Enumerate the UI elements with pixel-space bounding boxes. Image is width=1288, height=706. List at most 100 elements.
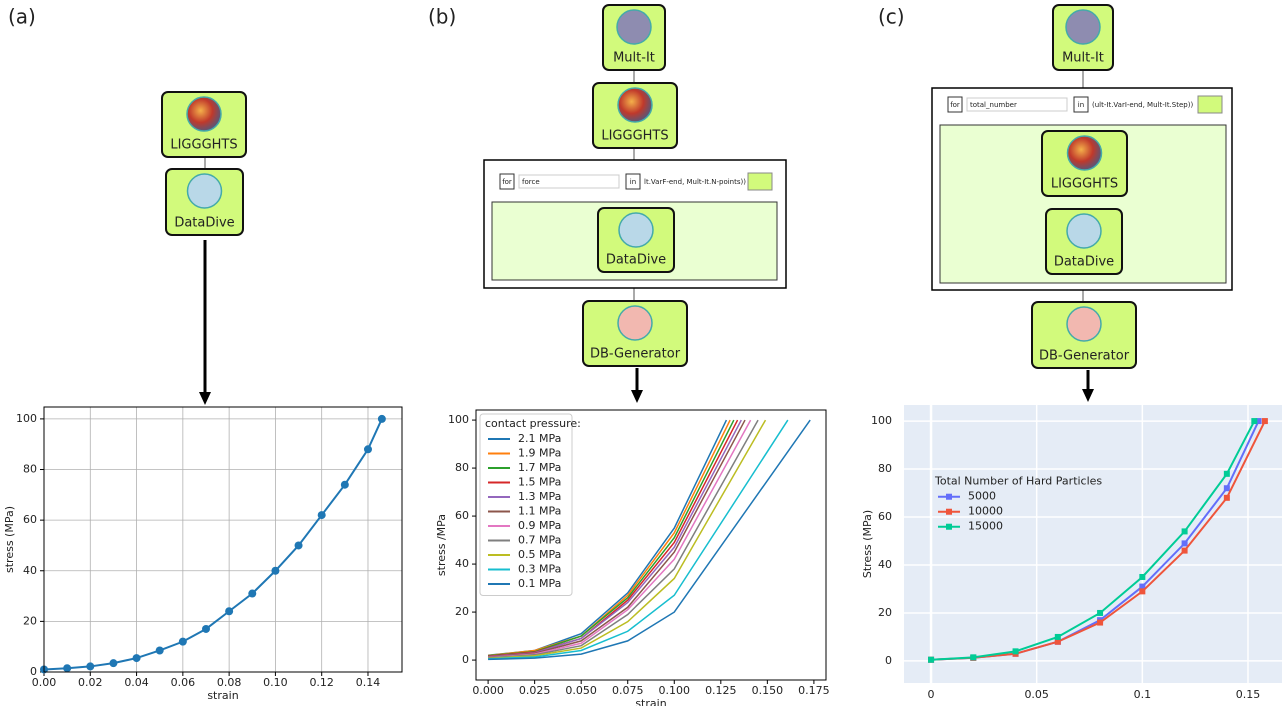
marker — [156, 646, 164, 654]
node-label: LIGGGHTS — [601, 129, 668, 144]
loop-iterable: lt.VarF-end, Mult-It.N-points)) — [644, 178, 746, 186]
node-label: DataDive — [1054, 255, 1114, 270]
y-axis-title: stress (MPa) — [3, 506, 16, 573]
marker — [179, 638, 187, 646]
node-icon — [618, 306, 652, 340]
x-tick-label: 0.05 — [1024, 688, 1049, 701]
legend-label: 0.7 MPa — [518, 534, 561, 547]
loop-variable: total_number — [970, 101, 1017, 109]
node-icon — [187, 97, 221, 131]
loop-variable: force — [522, 178, 540, 186]
node-icon — [188, 174, 222, 208]
figure: (a) (b) (c) LIGGGHTS DataDive Mult-It LIGGG… — [0, 0, 1288, 706]
y-tick-label: 100 — [448, 413, 469, 426]
x-axis-title: strain — [207, 689, 238, 702]
legend-label: 1.9 MPa — [518, 447, 561, 460]
y-tick-label: 60 — [23, 513, 37, 526]
x-tick-label: 0.14 — [356, 676, 381, 689]
x-tick-label: 0.125 — [705, 684, 737, 697]
legend-title: contact pressure: — [485, 417, 581, 430]
loop-keyword: for — [502, 178, 512, 186]
loop-in: in — [1078, 101, 1084, 109]
y-tick-label: 40 — [878, 558, 892, 571]
x-tick-label: 0.04 — [124, 676, 149, 689]
legend-label: 0.1 MPa — [518, 577, 561, 590]
y-tick-label: 20 — [23, 614, 37, 627]
loop-run-button — [1198, 96, 1222, 113]
marker — [318, 511, 326, 519]
panel-label: (b) — [428, 5, 456, 29]
legend-title: Total Number of Hard Particles — [934, 475, 1102, 488]
marker — [1224, 471, 1230, 477]
node-label: LIGGGHTS — [1051, 177, 1118, 192]
marker — [133, 654, 141, 662]
marker — [1224, 495, 1230, 501]
marker — [1182, 540, 1188, 546]
node-icon — [1067, 214, 1101, 248]
node-label: DataDive — [606, 253, 666, 268]
marker — [1097, 620, 1103, 626]
marker — [271, 567, 279, 575]
node-icon — [1067, 307, 1101, 341]
loop-iterable: (ult-It.VarI-end, Mult-It.Step)) — [1092, 101, 1193, 109]
marker — [63, 664, 71, 672]
x-tick-label: 0.100 — [659, 684, 691, 697]
legend-label: 15000 — [968, 520, 1003, 533]
y-axis-title: Stress (MPa) — [861, 510, 874, 578]
legend-marker — [946, 509, 952, 515]
node-icon — [617, 10, 651, 44]
marker — [1139, 574, 1145, 580]
legend-label: 0.3 MPa — [518, 563, 561, 576]
node-label: DB-Generator — [590, 347, 681, 362]
marker — [1055, 634, 1061, 640]
legend-label: 1.7 MPa — [518, 461, 561, 474]
marker — [295, 541, 303, 549]
y-tick-label: 20 — [455, 605, 469, 618]
node-label: DataDive — [174, 216, 234, 231]
node-label: LIGGGHTS — [170, 138, 237, 153]
marker — [248, 590, 256, 598]
legend-label: 2.1 MPa — [518, 432, 561, 445]
legend-label: 1.1 MPa — [518, 505, 561, 518]
marker — [341, 481, 349, 489]
marker — [970, 654, 976, 660]
y-tick-label: 0 — [462, 653, 469, 666]
loop-keyword: for — [950, 101, 960, 109]
legend-label: 1.5 MPa — [518, 476, 561, 489]
marker — [1139, 588, 1145, 594]
y-tick-label: 80 — [878, 462, 892, 475]
marker — [1182, 528, 1188, 534]
legend-label: 5000 — [968, 490, 996, 503]
y-tick-label: 60 — [878, 510, 892, 523]
y-tick-label: 0 — [885, 654, 892, 667]
marker — [1224, 485, 1230, 491]
x-tick-label: 0 — [928, 688, 935, 701]
line — [44, 419, 382, 670]
y-tick-label: 80 — [455, 461, 469, 474]
x-tick-label: 0.075 — [612, 684, 644, 697]
marker — [202, 625, 210, 633]
x-tick-label: 0.12 — [309, 676, 334, 689]
x-tick-label: 0.15 — [1236, 688, 1261, 701]
node-label: Mult-It — [1062, 51, 1104, 66]
legend-label: 0.5 MPa — [518, 548, 561, 561]
y-tick-label: 100 — [16, 412, 37, 425]
x-tick-label: 0.000 — [472, 684, 504, 697]
node-label: Mult-It — [613, 51, 655, 66]
marker — [1097, 610, 1103, 616]
legend-label: 10000 — [968, 505, 1003, 518]
y-tick-label: 40 — [23, 564, 37, 577]
legend-label: 0.9 MPa — [518, 519, 561, 532]
loop-in: in — [630, 178, 636, 186]
x-tick-label: 0.050 — [565, 684, 597, 697]
panel-label: (c) — [878, 5, 905, 29]
x-tick-label: 0.08 — [217, 676, 242, 689]
marker — [378, 415, 386, 423]
legend-marker — [946, 494, 952, 500]
node-icon — [1066, 10, 1100, 44]
panel-label: (a) — [8, 5, 36, 29]
y-tick-label: 0 — [30, 665, 37, 678]
legend-label: 1.3 MPa — [518, 490, 561, 503]
marker — [1251, 418, 1257, 424]
